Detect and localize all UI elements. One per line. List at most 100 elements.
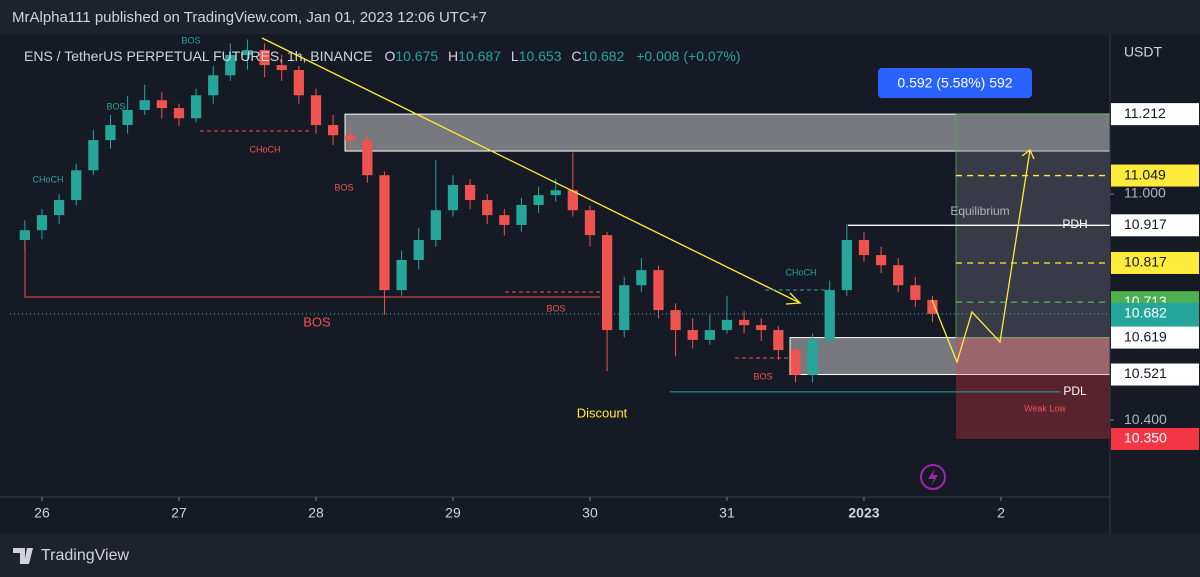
top-bar: [0, 0, 1200, 34]
change: +0.008 (+0.07%): [636, 48, 740, 64]
price-label-box: [1111, 103, 1199, 126]
candle-body: [396, 259, 407, 291]
annotation: BOS: [546, 303, 565, 313]
x-tick-label: 28: [308, 505, 324, 521]
x-tick-label: 2: [997, 505, 1005, 521]
footer-bar: [0, 534, 1200, 577]
x-tick-label: 27: [171, 505, 187, 521]
position-label: 0.592 (5.58%) 592: [897, 75, 1012, 91]
candle-body: [88, 140, 99, 171]
candle-body: [173, 108, 185, 119]
l-value: 10.653: [519, 48, 562, 64]
price-label: 11.212: [1124, 105, 1166, 121]
y-tick-label: 10.400: [1124, 411, 1167, 427]
candle-body: [756, 325, 767, 331]
annotation: CHoCH: [249, 144, 280, 154]
price-label: 10.619: [1124, 328, 1167, 344]
candle-body: [430, 210, 441, 240]
price-label-box: [1111, 164, 1199, 187]
arrow-head: [785, 292, 802, 305]
c-label: C: [571, 48, 581, 64]
candle-body: [362, 140, 373, 176]
candle-body: [601, 235, 613, 331]
annotation: BOS: [106, 101, 125, 111]
annotations: BOS BOS CHoCH CHoCH BOS BOS BOS CHoCH BO…: [32, 35, 1087, 420]
h-value: 10.687: [458, 48, 501, 64]
candle-body: [156, 100, 167, 109]
candle-body: [567, 190, 578, 211]
annotation: BOS: [334, 182, 353, 192]
candle-body: [653, 270, 664, 311]
y-tick-label: 11.000: [1124, 185, 1166, 201]
candle-body: [293, 70, 304, 96]
structure-lines: [24, 130, 830, 359]
x-tick-label: 29: [445, 505, 461, 521]
plot: 0.592 (5.58%) 592: [10, 39, 1111, 439]
candle-body: [190, 95, 202, 119]
candle-body: [413, 239, 424, 260]
price-label: 10.521: [1124, 365, 1167, 381]
candle-body: [310, 95, 322, 126]
candle-body: [807, 339, 818, 375]
price-label: 10.917: [1124, 216, 1167, 232]
candle-body: [36, 215, 48, 231]
candle-body: [71, 170, 82, 201]
candle-body: [636, 270, 647, 286]
h-label: H: [448, 48, 458, 64]
candle-body: [927, 299, 938, 314]
x-tick-label: 2023: [848, 505, 879, 521]
price-label-box: [1111, 214, 1199, 237]
bos-line: [24, 240, 600, 298]
candle-body: [858, 239, 870, 256]
annotation: BOS: [303, 314, 331, 329]
position-label-box: [878, 68, 1032, 98]
candle-body: [584, 210, 596, 236]
trend-line: [261, 37, 801, 304]
candle-body: [738, 319, 750, 326]
candle-body: [550, 190, 561, 196]
x-tick-label: 30: [582, 505, 598, 521]
candle-body: [533, 195, 544, 205]
candle-body: [464, 184, 476, 201]
candle-body: [499, 215, 510, 225]
projection: [931, 149, 1031, 364]
candle-body: [516, 204, 527, 225]
annotation: BOS: [753, 371, 772, 381]
publisher: MrAlpha111 published on TradingView.com,…: [12, 9, 487, 26]
candle-body: [327, 125, 339, 136]
annotation: BOS: [181, 35, 200, 45]
candle-body: [841, 239, 852, 291]
candle-body: [242, 50, 253, 55]
annotation: PDH: [1062, 217, 1087, 231]
price-label: 11.049: [1124, 166, 1166, 182]
candle-body: [139, 100, 150, 110]
candle-body: [379, 175, 390, 291]
candle-body: [105, 125, 116, 141]
o-value: 10.675: [395, 48, 438, 64]
candle-body: [447, 184, 459, 211]
candle-body: [208, 75, 219, 96]
candle-body: [53, 200, 65, 216]
c-value: 10.682: [582, 48, 625, 64]
stop-area: [956, 337, 1110, 439]
candle-body: [721, 319, 733, 331]
price-label: 10.350: [1124, 430, 1167, 446]
price-label: 10.682: [1124, 305, 1167, 321]
candle-body: [619, 285, 630, 331]
symbol: ENS / TetherUS PERPETUAL FUTURES, 1h, BI…: [24, 48, 373, 64]
brand: TradingView: [41, 547, 129, 564]
annotation: PDL: [1063, 384, 1087, 398]
o-label: O: [384, 48, 395, 64]
legend: ENS / TetherUS PERPETUAL FUTURES, 1h, BI…: [24, 48, 741, 64]
currency: USDT: [1124, 44, 1163, 60]
annotation: CHoCH: [785, 267, 816, 277]
candle-body: [259, 50, 270, 66]
annotation: Weak Low: [1024, 403, 1066, 413]
x-tick-label: 31: [719, 505, 735, 521]
price-axis: 11.000 10.400 26 27 28 29 30 31 2023 2 11.212 11.04…: [34, 103, 1199, 521]
annotation: Equilibrium: [950, 204, 1009, 218]
logo: [13, 548, 33, 564]
candle-body: [670, 310, 681, 331]
candle-body: [276, 65, 287, 71]
